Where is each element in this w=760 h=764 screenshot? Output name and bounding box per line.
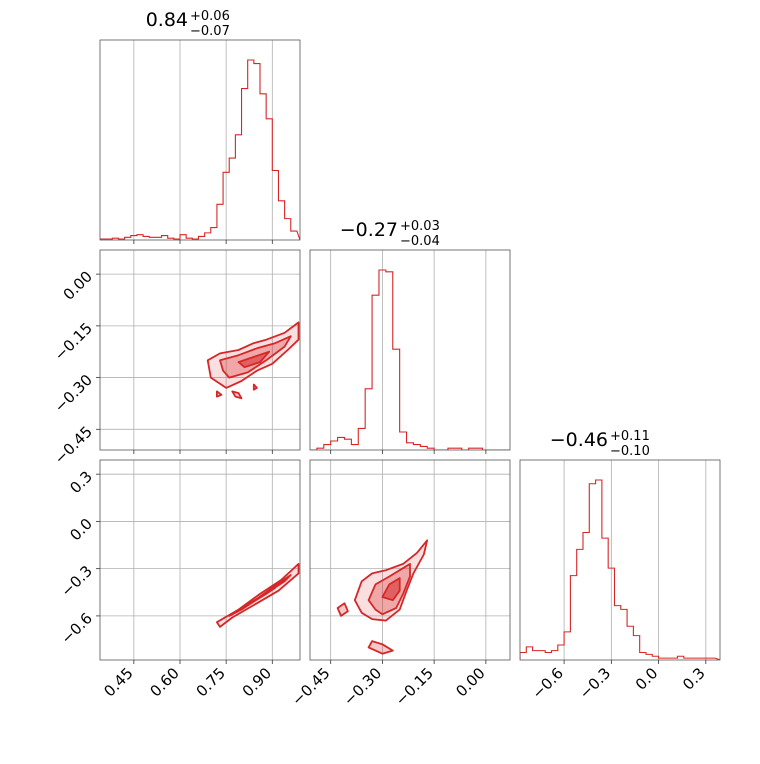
panel-frame	[99, 39, 301, 241]
contour-level	[353, 539, 429, 622]
param-title-plus: +0.11	[610, 429, 650, 444]
y-tick-label: −0.3	[58, 562, 96, 600]
contour-level	[381, 577, 401, 602]
x-tick-label: −0.3	[576, 664, 614, 702]
param-title-minus: −0.10	[610, 444, 650, 459]
param-title-plus: +0.03	[400, 219, 440, 234]
panel-frame	[309, 249, 511, 451]
y-tick-label: 0.0	[66, 515, 96, 545]
histogram-series	[310, 269, 510, 450]
contour-level	[215, 390, 223, 398]
panel-0-0	[99, 39, 301, 244]
x-tick-label: 0.00	[452, 664, 488, 700]
panel-frame	[99, 249, 301, 451]
y-tick-label: 0.00	[60, 267, 96, 303]
panel-1-1	[309, 249, 511, 454]
contour-level	[252, 383, 258, 391]
x-tick-label: 0.90	[239, 664, 275, 700]
x-tick-label: 0.3	[679, 664, 709, 694]
y-tick-label: 0.3	[66, 467, 96, 497]
contour-level	[367, 640, 394, 655]
contour-level	[237, 350, 271, 369]
y-tick-label: −0.6	[58, 609, 96, 647]
x-tick-label: 0.60	[146, 664, 182, 700]
x-tick-label: −0.15	[392, 664, 437, 709]
y-tick-label: −0.30	[51, 371, 96, 416]
x-tick-label: −0.6	[528, 664, 566, 702]
x-tick-label: 0.0	[632, 664, 662, 694]
y-tick-label: −0.15	[51, 319, 96, 364]
contour-level	[206, 321, 300, 389]
param-title-median: 0.84	[146, 9, 188, 31]
contour-level	[231, 390, 243, 400]
panel-frame	[309, 459, 511, 661]
contour-level	[215, 563, 300, 628]
contour-level	[240, 586, 277, 609]
param-title-minus: −0.04	[400, 234, 440, 249]
histogram-series	[100, 59, 300, 240]
histogram-series	[520, 479, 720, 660]
x-tick-label: −0.45	[288, 664, 333, 709]
y-tick-label: −0.45	[51, 423, 96, 468]
param-title-median: −0.27	[340, 219, 398, 241]
panel-1-0: −0.45 −0.30 −0.15 0.00	[51, 249, 301, 468]
panel-2-1: −0.45 −0.30 −0.15 0.00	[288, 459, 511, 709]
panel-2-0: 0.45 0.60 0.75 0.90 −0.6 −0.3 0.0 0.3	[58, 459, 301, 700]
x-tick-label: 0.45	[100, 664, 136, 700]
param-title-plus: +0.06	[190, 9, 230, 24]
x-tick-label: 0.75	[193, 664, 229, 700]
panel-2-2: −0.6 −0.3 0.0 0.3	[519, 459, 721, 703]
x-tick-label: −0.30	[340, 664, 385, 709]
param-title-minus: −0.07	[190, 24, 230, 39]
panel-frame	[99, 459, 301, 661]
contour-level	[336, 602, 349, 617]
panel-frame	[519, 459, 721, 661]
param-title-median: −0.46	[550, 429, 608, 451]
